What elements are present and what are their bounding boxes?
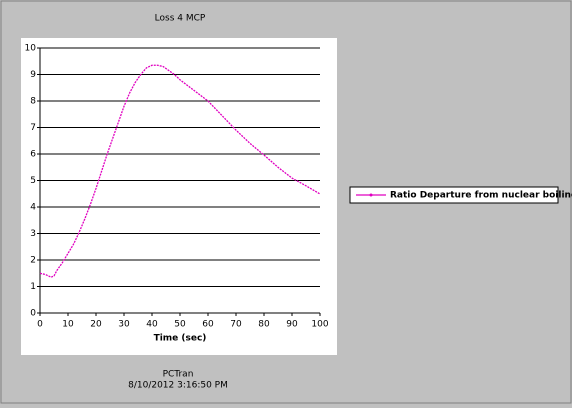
x-tick-label: 20 <box>90 320 102 330</box>
x-tick-label: 30 <box>118 320 130 330</box>
legend-marker <box>369 193 373 197</box>
x-tick-label: 50 <box>174 320 186 330</box>
footer-app: PCTran <box>163 370 194 380</box>
y-tick-label: 8 <box>30 97 36 107</box>
y-tick-label: 2 <box>30 256 36 266</box>
legend-box <box>349 186 559 204</box>
y-tick-label: 4 <box>30 203 36 213</box>
series-line <box>39 64 321 278</box>
x-tick-label: 10 <box>62 320 74 330</box>
y-tick-label: 5 <box>30 176 36 186</box>
y-tick-label: 3 <box>30 229 36 239</box>
x-tick-label: 40 <box>146 320 158 330</box>
footer-date: 8/10/2012 3:16:50 PM <box>128 381 228 391</box>
x-axis-label: Time (sec) <box>154 334 207 344</box>
x-tick-label: 70 <box>230 320 242 330</box>
y-tick-label: 6 <box>30 150 36 160</box>
y-tick-label: 1 <box>30 282 36 292</box>
legend-label: Ratio Departure from nuclear boiling <box>390 191 572 201</box>
y-tick-label: 10 <box>25 44 37 54</box>
y-tick-label: 0 <box>30 309 36 319</box>
x-tick-label: 0 <box>37 320 43 330</box>
chart-title: Loss 4 MCP <box>155 14 206 24</box>
y-tick-label: 9 <box>30 70 36 80</box>
plot-panel <box>21 38 337 355</box>
y-tick-label: 7 <box>30 123 36 133</box>
x-tick-label: 60 <box>202 320 214 330</box>
x-tick-label: 100 <box>311 320 328 330</box>
x-tick-label: 80 <box>258 320 270 330</box>
x-tick-label: 90 <box>286 320 298 330</box>
